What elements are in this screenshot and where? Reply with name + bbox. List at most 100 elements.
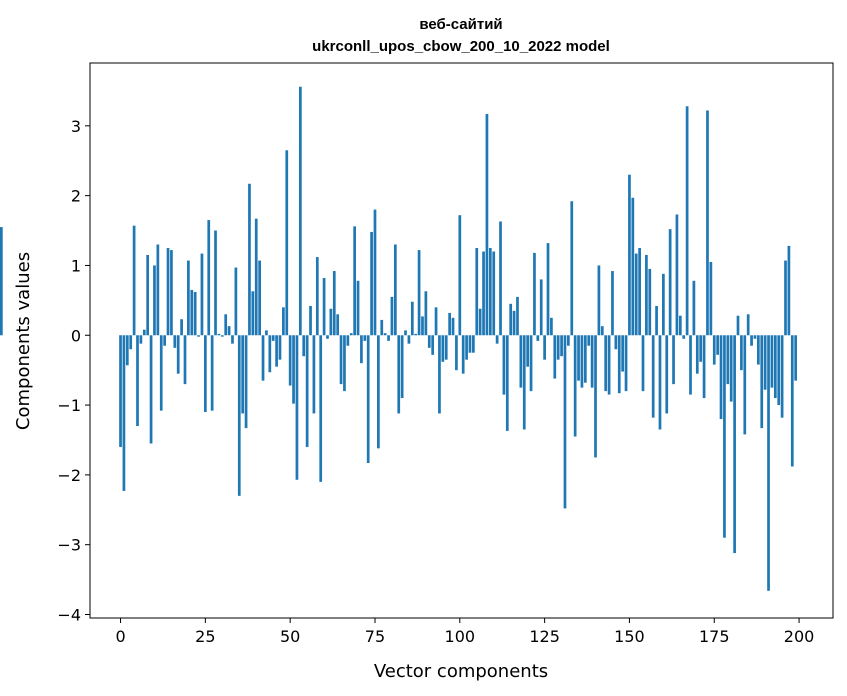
y-tick-label: −1 (57, 396, 81, 415)
bar-36 (241, 335, 245, 414)
bar-145 (611, 271, 614, 336)
y-tick-label: 2 (71, 187, 81, 206)
bar-192 (770, 335, 774, 388)
bar-19 (183, 335, 187, 385)
bar-187 (753, 335, 757, 339)
bar-34 (234, 267, 238, 336)
bar-130 (560, 335, 563, 357)
bar-176 (716, 335, 719, 355)
bar-139 (590, 335, 594, 388)
bar-189 (760, 335, 764, 429)
bar-41 (258, 260, 261, 336)
bar-47 (278, 335, 282, 360)
bar-94 (438, 335, 441, 414)
bar-66 (343, 335, 346, 392)
bar-35 (237, 335, 241, 496)
bar-6 (139, 335, 143, 344)
bar-54 (302, 335, 306, 357)
bar-18 (180, 319, 183, 336)
bar-197 (787, 245, 791, 336)
bar-24 (200, 253, 204, 336)
bar-27 (210, 335, 214, 411)
bar-75 (373, 209, 377, 336)
bar-49 (285, 150, 289, 336)
bar-58 (315, 257, 319, 336)
bar-114 (505, 335, 509, 431)
bars-group (0, 86, 798, 591)
bar-102 (465, 335, 468, 360)
bar-194 (777, 335, 781, 406)
bar-90 (424, 291, 428, 336)
bar-63 (332, 271, 336, 336)
bar-109 (488, 248, 492, 336)
x-tick-label: 175 (699, 627, 730, 646)
y-tick-label: 1 (71, 256, 81, 275)
bar-134 (573, 335, 577, 437)
bar-165 (678, 315, 682, 336)
bar-158 (655, 305, 658, 336)
bar-128 (553, 335, 557, 379)
bar-2 (125, 335, 129, 366)
bar-84 (404, 330, 407, 336)
bar-118 (519, 335, 523, 388)
bar-56 (309, 305, 312, 336)
bar-193 (773, 335, 777, 399)
bar-153 (638, 248, 641, 336)
bar-40 (254, 218, 258, 336)
bar-107 (482, 251, 485, 336)
bar-15 (170, 250, 173, 336)
bar-135 (577, 335, 580, 381)
bar-98 (451, 317, 455, 336)
bar-23 (197, 335, 200, 337)
x-tick-label: 0 (115, 627, 125, 646)
bar-64 (336, 314, 340, 336)
bar-190 (763, 335, 767, 390)
bar-137 (583, 335, 587, 383)
bar-185 (746, 314, 750, 336)
bar-13 (163, 335, 166, 346)
bar-59 (319, 335, 323, 482)
bar-43 (265, 330, 268, 336)
bar-25 (203, 335, 207, 413)
bar-144 (607, 335, 611, 395)
bar-57 (312, 335, 316, 414)
plot-frame (89, 62, 834, 619)
bar-173 (706, 110, 709, 336)
bar-143 (604, 335, 608, 392)
bar-142 (600, 326, 604, 336)
bar-92 (431, 335, 435, 355)
bar-141 (597, 265, 601, 336)
bar-188 (757, 335, 760, 365)
bar-117 (516, 296, 519, 336)
bar-89 (421, 316, 424, 336)
x-axis-label: Vector components (374, 661, 548, 682)
x-axis-ticks: 0 25 50 75 100 125 150 175 200 (115, 618, 814, 646)
bar-196 (784, 260, 787, 336)
bar-146 (614, 335, 618, 350)
bar-22 (193, 291, 197, 336)
bar-116 (512, 310, 516, 336)
bar-149 (624, 335, 628, 392)
bar-28 (214, 230, 217, 336)
bar-111 (495, 335, 499, 344)
bar-151 (631, 197, 635, 336)
bar-174 (709, 261, 713, 336)
bar-53 (298, 86, 302, 336)
bar-167 (685, 106, 689, 336)
y-tick-label: −3 (57, 536, 81, 555)
bar-156 (648, 268, 652, 336)
bar-0 (119, 335, 122, 447)
bar-110 (492, 251, 496, 336)
bar-168 (689, 335, 692, 395)
bar-124 (539, 279, 543, 336)
bar-10 (153, 265, 156, 336)
bar-164 (675, 214, 679, 336)
bar-103 (468, 335, 472, 353)
bar-122 (533, 252, 536, 336)
bar-69 (353, 226, 356, 336)
bar-97 (448, 312, 451, 336)
bar-155 (645, 254, 648, 336)
bar-93 (434, 307, 438, 336)
bar-21 (190, 289, 194, 336)
bar-170 (695, 335, 699, 374)
